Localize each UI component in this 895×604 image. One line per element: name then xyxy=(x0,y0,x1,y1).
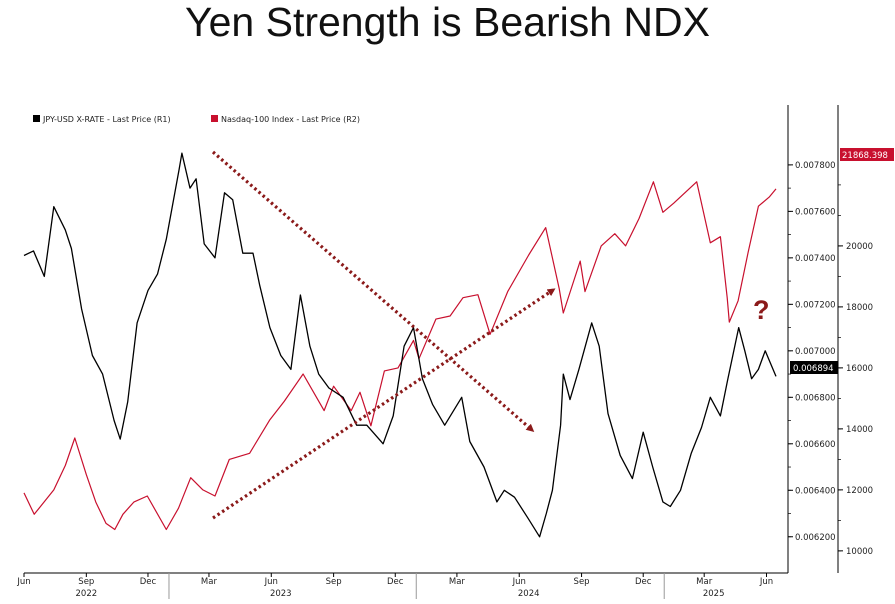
x-tick-label: Dec xyxy=(140,577,157,587)
x-year-label: 2022 xyxy=(76,589,98,599)
y-inner-tick-label: 0.007000 xyxy=(795,347,836,357)
y-inner-tick-label: 0.007800 xyxy=(795,161,836,171)
legend-swatch-ndx xyxy=(211,115,218,122)
x-year-label: 2023 xyxy=(270,589,292,599)
annotation-arrow-down xyxy=(211,150,535,432)
x-tick-label: Sep xyxy=(326,577,342,587)
last-price-tag-ndx xyxy=(840,148,894,161)
y-inner-tick-label: 0.007400 xyxy=(795,254,836,264)
last-price-label-ndx: 21868.398 xyxy=(842,151,888,161)
x-tick-label: Jun xyxy=(16,577,30,587)
x-year-label: 2025 xyxy=(703,589,725,599)
x-tick-label: Jun xyxy=(759,577,773,587)
last-price-label-jpy: 0.006894 xyxy=(793,364,834,374)
x-tick-label: Jun xyxy=(264,577,278,587)
y-outer-tick-label: 20000 xyxy=(846,242,873,252)
y-inner-tick-label: 0.007600 xyxy=(795,207,836,217)
chart-title: Yen Strength is Bearish NDX xyxy=(185,0,710,45)
y-inner-tick-label: 0.006200 xyxy=(795,533,836,543)
legend-swatch-jpy xyxy=(33,115,40,122)
y-axis-outer-ticks: 20000 18000 16000 14000 12000 10000 xyxy=(838,184,873,557)
x-tick-label: Dec xyxy=(387,577,404,587)
legend-label-jpy: JPY-USD X-RATE - Last Price (R1) xyxy=(42,115,171,124)
y-inner-tick-label: 0.006400 xyxy=(795,486,836,496)
y-inner-tick-label: 0.006800 xyxy=(795,393,836,403)
annotation-question-mark: ? xyxy=(753,295,770,325)
x-tick-label: Jun xyxy=(512,577,526,587)
series-line-jpy xyxy=(23,152,777,538)
y-outer-tick-label: 12000 xyxy=(846,486,873,496)
x-tick-label: Mar xyxy=(696,577,713,587)
x-axis-ticks: Jun Sep Dec Mar Jun Sep Dec Mar Jun Sep Dec Mar Jun 2… xyxy=(16,573,773,599)
x-year-label: 2024 xyxy=(518,589,540,599)
x-tick-label: Mar xyxy=(201,577,218,587)
annotation-arrow-up xyxy=(212,288,556,520)
y-outer-tick-label: 18000 xyxy=(846,303,873,313)
y-axis-inner-ticks: 0.007800 0.007600 0.007400 0.007200 0.007000… xyxy=(788,161,836,543)
x-tick-label: Sep xyxy=(78,577,94,587)
y-outer-tick-label: 16000 xyxy=(846,364,873,374)
x-tick-label: Dec xyxy=(635,577,652,587)
y-inner-tick-label: 0.006600 xyxy=(795,440,836,450)
legend-label-ndx: Nasdaq-100 Index - Last Price (R2) xyxy=(221,115,360,124)
y-outer-tick-label: 10000 xyxy=(846,547,873,557)
series-line-ndx xyxy=(23,181,777,531)
y-outer-tick-label: 14000 xyxy=(846,425,873,435)
last-price-tag-jpy xyxy=(790,361,838,374)
x-tick-label: Mar xyxy=(449,577,466,587)
x-tick-label: Sep xyxy=(574,577,590,587)
y-inner-tick-label: 0.007200 xyxy=(795,300,836,310)
